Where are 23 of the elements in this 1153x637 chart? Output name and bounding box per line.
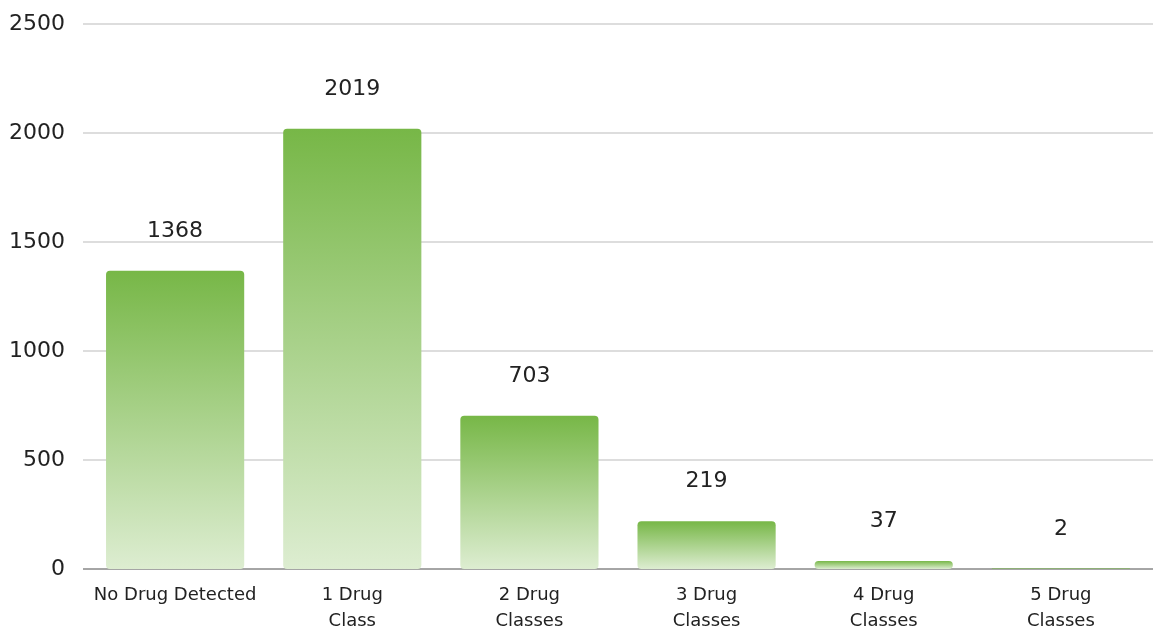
- bar: [814, 560, 953, 569]
- y-tick-label: 0: [51, 555, 65, 580]
- data-label: 37: [869, 506, 898, 532]
- data-label: 2: [1053, 514, 1068, 540]
- data-label: 219: [685, 467, 728, 493]
- bar: [106, 270, 245, 569]
- x-tick-label: 1 Drug Class: [321, 583, 383, 630]
- bar: [283, 128, 422, 569]
- x-tick-label: 3 Drug Classes: [672, 583, 741, 630]
- y-tick-label: 2000: [9, 119, 65, 144]
- x-tick-label: 4 Drug Classes: [849, 583, 918, 630]
- bar: [460, 415, 599, 569]
- data-label: 2019: [324, 74, 381, 100]
- x-tick-label: 5 Drug Classes: [1026, 583, 1095, 630]
- data-label: 1368: [147, 216, 204, 242]
- bar: [637, 521, 776, 569]
- y-tick-label: 1500: [9, 228, 65, 253]
- y-tick-label: 2500: [9, 10, 65, 35]
- x-tick-label: 2 Drug Classes: [495, 583, 564, 630]
- y-tick-label: 1000: [9, 337, 65, 362]
- y-tick-label: 500: [23, 446, 65, 471]
- x-tick-label: No Drug Detected: [93, 583, 257, 604]
- data-label: 703: [508, 361, 551, 387]
